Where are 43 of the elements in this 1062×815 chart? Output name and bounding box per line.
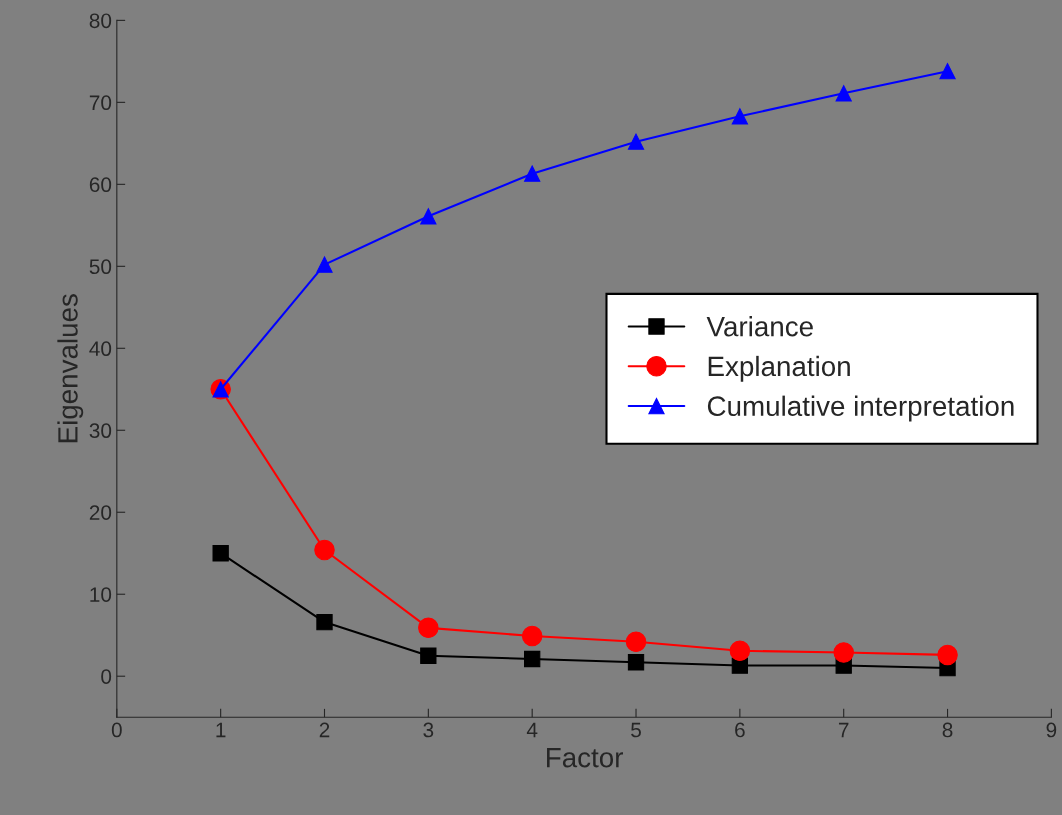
point — [420, 647, 437, 664]
x-tick-label: 3 — [423, 722, 434, 738]
y-axis-title: Eigenvalues — [57, 294, 84, 443]
x-tick-label: 9 — [1046, 722, 1057, 738]
point — [316, 256, 333, 273]
x-tick-label: 1 — [216, 722, 226, 738]
x-tick-label: 0 — [111, 722, 122, 738]
y-tick-label: 30 — [89, 423, 112, 439]
x-tick-label: 2 — [319, 722, 330, 738]
x-tick-label: 6 — [735, 722, 745, 738]
x-tick-label: 8 — [942, 722, 953, 738]
y-tick-label: 20 — [89, 505, 112, 521]
point — [418, 617, 439, 639]
point — [524, 165, 541, 182]
x-tick-label: 5 — [631, 722, 641, 738]
legend-label: Cumulative interpretation — [707, 395, 1014, 422]
y-tick-label: 40 — [89, 341, 112, 357]
point — [521, 625, 543, 647]
point — [729, 640, 751, 662]
point — [627, 654, 645, 671]
y-tick-label: 80 — [89, 13, 112, 29]
point — [939, 63, 956, 80]
y-tick-label: 70 — [89, 95, 112, 111]
point — [731, 108, 749, 125]
point — [212, 545, 229, 562]
point — [316, 613, 333, 631]
y-tick-label: 60 — [89, 177, 112, 193]
point — [314, 539, 335, 561]
legend-label: Explanation — [708, 355, 850, 382]
x-tick-label: 7 — [838, 722, 849, 738]
y-tick-label: 50 — [89, 259, 112, 275]
legend-label: Variance — [706, 316, 813, 337]
x-tick-label: 4 — [526, 722, 538, 738]
y-tick-label: 10 — [90, 587, 112, 602]
point — [627, 133, 645, 150]
point — [835, 85, 852, 102]
x-axis-title: Factor — [547, 748, 623, 768]
y-tick-label: 0 — [101, 669, 112, 684]
point — [833, 642, 854, 663]
point — [524, 650, 541, 668]
point — [420, 208, 437, 225]
point — [625, 631, 647, 653]
point — [937, 644, 958, 666]
